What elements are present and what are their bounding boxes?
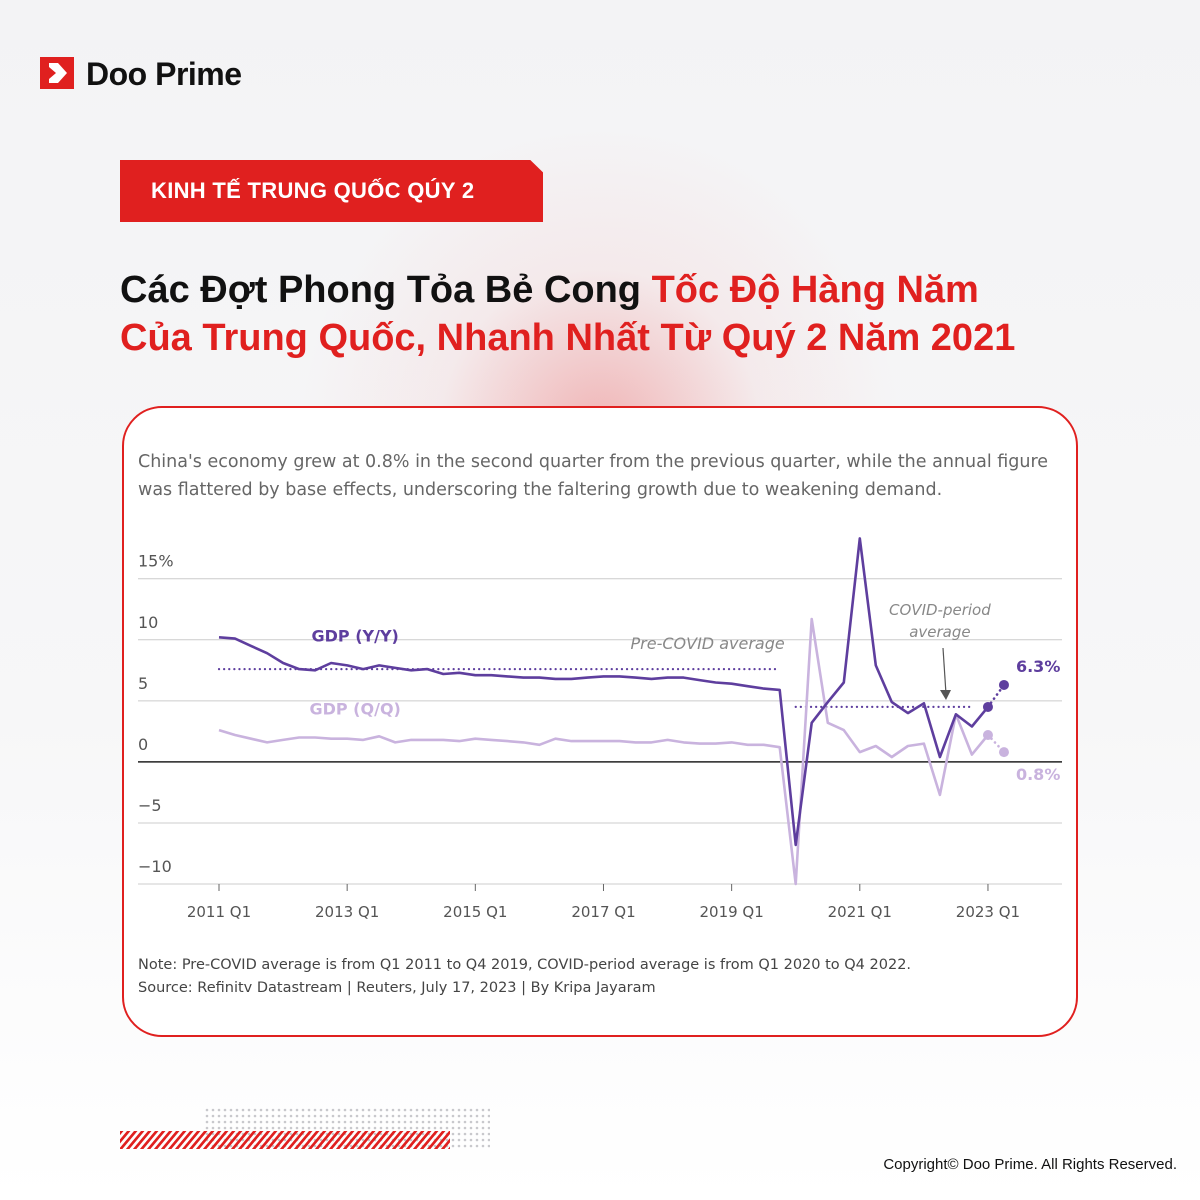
chart-source: Source: Refinitv Datastream | Reuters, J… <box>138 980 656 996</box>
brand-name: Doo Prime <box>86 56 242 92</box>
copyright: Copyright© Doo Prime. All Rights Reserve… <box>883 1156 1177 1173</box>
headline-part: Tốc Độ Hàng Năm <box>651 269 979 311</box>
headline-part: Của Trung Quốc, Nhanh Nhất Từ Quý 2 Năm … <box>120 317 1016 359</box>
headline-part: Các Đợt Phong Tỏa Bẻ Cong <box>120 269 642 311</box>
tag: KINH TẾ TRUNG QUỐC QÚY 2 <box>120 160 543 222</box>
headline: Các Đợt Phong Tỏa Bẻ Cong Tốc Độ Hàng Nă… <box>120 266 1015 362</box>
chart-subtitle: China's economy grew at 0.8% in the seco… <box>138 452 1049 500</box>
stripe-decoration <box>120 1131 450 1149</box>
logo-icon <box>40 57 74 89</box>
chart-note: Note: Pre-COVID average is from Q1 2011 … <box>138 957 912 973</box>
